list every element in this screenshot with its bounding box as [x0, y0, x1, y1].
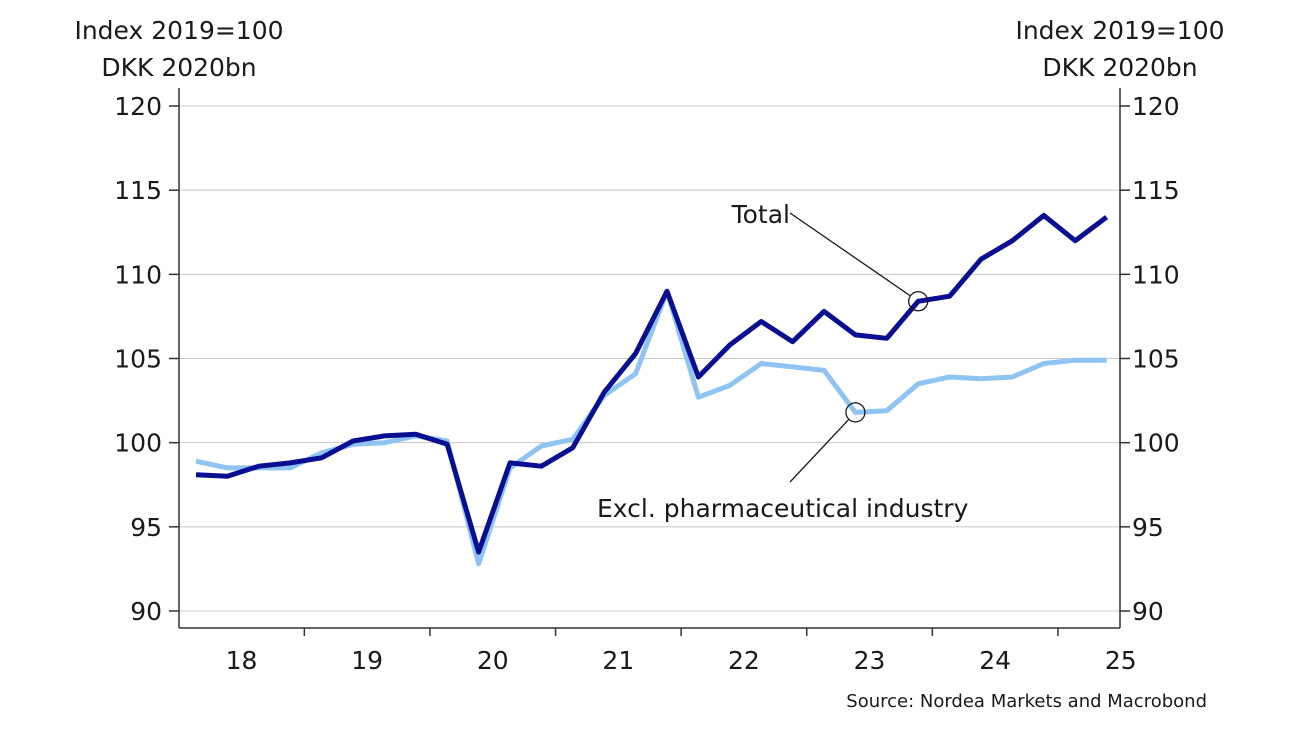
- x-tick-label: 24: [979, 646, 1011, 675]
- annotation-label-excl-pharma: Excl. pharmaceutical industry: [597, 494, 969, 523]
- x-tick-label: 25: [1105, 646, 1137, 675]
- y-tick-label-left: 115: [114, 176, 162, 205]
- annotations: Total Excl. pharmaceutical industry: [597, 200, 969, 523]
- y-tick-label-right: 115: [1132, 176, 1180, 205]
- y-tick-label-right: 120: [1132, 92, 1180, 121]
- x-tick-label: 21: [602, 646, 634, 675]
- gridlines: [179, 105, 1120, 612]
- annotation-marker: [845, 402, 866, 423]
- y-tick-label-left: 95: [130, 513, 162, 542]
- x-tick-label: 19: [351, 646, 383, 675]
- source-note: Source: Nordea Markets and Macrobond: [846, 691, 1207, 712]
- x-tick-label: 18: [226, 646, 258, 675]
- y-tick-label-right: 100: [1132, 429, 1180, 458]
- annotation-label-total: Total: [731, 200, 790, 229]
- x-tick-label: 20: [477, 646, 509, 675]
- series-line-total: [195, 212, 1109, 555]
- y-tick-label-right: 95: [1132, 513, 1164, 542]
- annotation-leader-line: [789, 418, 850, 483]
- x-tick-label: 23: [854, 646, 886, 675]
- annotation-marker: [908, 291, 929, 312]
- axes: [169, 88, 1130, 636]
- y-tick-labels: 120 120 115 115 110 110 105 105 100 100 95 95 90 90: [114, 92, 1179, 626]
- x-tick-labels: 18 19 20 21 22 23 24 25: [226, 646, 1137, 675]
- left-unit-label-line2: DKK 2020bn: [101, 53, 256, 82]
- series-lines: [195, 212, 1109, 567]
- right-unit-label-line1: Index 2019=100: [1015, 16, 1224, 45]
- right-unit-label-line2: DKK 2020bn: [1042, 53, 1197, 82]
- y-tick-label-right: 90: [1132, 597, 1164, 626]
- left-unit-label-line1: Index 2019=100: [74, 16, 283, 45]
- y-tick-label-left: 90: [130, 597, 162, 626]
- y-tick-label-left: 110: [114, 260, 162, 289]
- y-tick-label-left: 105: [114, 345, 162, 374]
- annotation-leader-line: [789, 212, 911, 297]
- y-tick-label-left: 120: [114, 92, 162, 121]
- x-tick-label: 22: [728, 646, 760, 675]
- y-tick-label-right: 105: [1132, 345, 1180, 374]
- y-tick-label-left: 100: [114, 429, 162, 458]
- y-tick-label-right: 110: [1132, 260, 1180, 289]
